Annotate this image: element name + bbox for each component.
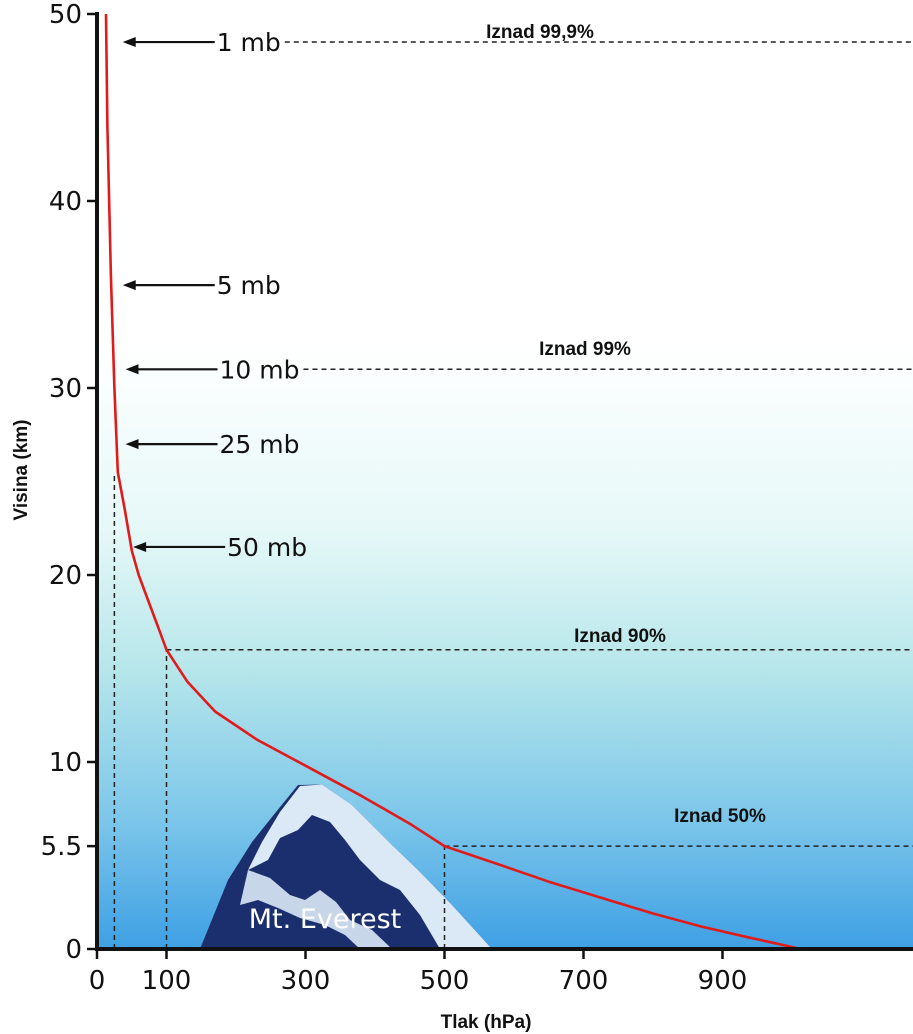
pressure-level-label: 5 mb bbox=[217, 271, 281, 300]
level-arrow-head bbox=[122, 37, 136, 48]
y-tick-label: 50 bbox=[49, 0, 82, 30]
x-tick-label: 100 bbox=[142, 966, 192, 996]
pressure-levels: 1 mb 5 mb 10 mb 25 mb 50 mb bbox=[122, 28, 913, 562]
percent-annotation: Iznad 99% bbox=[539, 339, 631, 360]
x-tick-label: 700 bbox=[559, 966, 609, 996]
reference-lines bbox=[113, 472, 913, 949]
y-axis-title: Visina (km) bbox=[11, 419, 32, 520]
x-tick-label: 500 bbox=[420, 966, 470, 996]
percent-annotation: Iznad 50% bbox=[674, 806, 766, 827]
y-tick-label: 40 bbox=[49, 187, 82, 217]
y-tick-label: 0 bbox=[65, 935, 82, 965]
y-tick-label: 5.5 bbox=[41, 832, 82, 862]
level-arrow-head bbox=[122, 280, 136, 291]
x-tick-label: 300 bbox=[281, 966, 331, 996]
level-arrow-head bbox=[125, 439, 139, 450]
mountain-snow bbox=[248, 784, 492, 949]
pressure-level-label: 1 mb bbox=[217, 28, 281, 57]
sky-background bbox=[97, 14, 913, 951]
level-arrow-head bbox=[133, 541, 147, 552]
curve-layer bbox=[104, 13, 802, 951]
percent-annotation: Iznad 90% bbox=[574, 626, 666, 647]
mountain-illustration bbox=[200, 784, 492, 949]
y-tick-label: 20 bbox=[49, 561, 82, 591]
mountain-label: Mt. Everest bbox=[249, 904, 401, 935]
percent-annotations: Iznad 99,9% Iznad 99% Iznad 90% Iznad 50% bbox=[486, 22, 766, 827]
x-tick-label: 0 bbox=[89, 966, 106, 996]
y-tick-label: 30 bbox=[49, 374, 82, 404]
percent-annotation: Iznad 99,9% bbox=[486, 22, 594, 43]
x-axis-title: Tlak (hPa) bbox=[441, 1012, 532, 1033]
x-tick-label: 900 bbox=[698, 966, 748, 996]
pressure-level-label: 25 mb bbox=[219, 430, 299, 459]
y-tick-label: 10 bbox=[49, 748, 82, 778]
level-arrow-head bbox=[125, 364, 139, 375]
mountain-snow-lower bbox=[240, 870, 392, 949]
pressure-level-label: 50 mb bbox=[227, 533, 307, 562]
pressure-curve bbox=[104, 13, 802, 951]
pressure-level-label: 10 mb bbox=[219, 355, 299, 384]
